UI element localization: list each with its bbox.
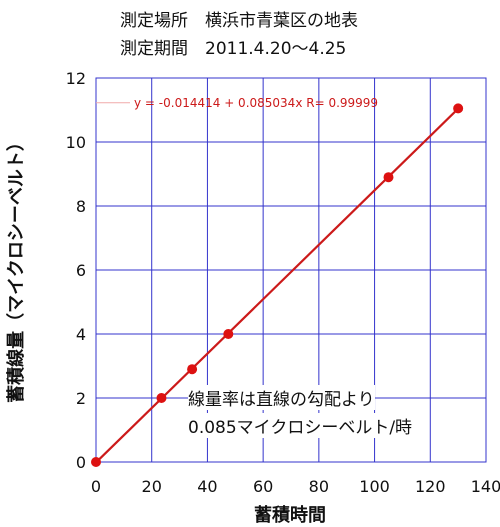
data-point [187, 364, 198, 375]
y-tick-label: 6 [76, 261, 86, 280]
data-point [91, 457, 101, 467]
y-axis-label: 蓄積線量（マイクロシーベルト） [5, 133, 27, 403]
x-tick-label: 140 [471, 477, 500, 496]
header-period: 測定期間 2011.4.20〜4.25 [120, 39, 347, 59]
data-point [453, 103, 464, 114]
y-tick-label: 2 [76, 389, 86, 408]
x-tick-label: 80 [309, 477, 329, 496]
annotation-line-2: 0.085マイクロシーベルト/時 [188, 413, 413, 438]
fit-line [95, 107, 459, 464]
x-tick-label: 20 [142, 477, 162, 496]
data-point [383, 172, 394, 183]
x-tick-label: 40 [197, 477, 217, 496]
x-tick-label: 120 [415, 477, 446, 496]
y-tick-label: 12 [66, 69, 86, 88]
header-location: 測定場所 横浜市青葉区の地表 [120, 11, 358, 31]
x-axis-label: 蓄積時間 [254, 504, 326, 526]
y-tick-label: 4 [76, 325, 86, 344]
data-points [91, 103, 464, 467]
y-tick-label: 8 [76, 197, 86, 216]
data-point [156, 393, 167, 403]
data-point [223, 329, 234, 339]
y-tick-label: 10 [66, 133, 86, 152]
x-tick-label: 60 [253, 477, 273, 496]
annotation-line-1: 線量率は直線の勾配より [188, 385, 375, 410]
x-tick-label: 100 [359, 477, 390, 496]
y-tick-label: 0 [76, 453, 86, 472]
x-tick-label: 0 [91, 477, 101, 496]
fit-line-group: y = -0.014414 + 0.085034x R= 0.99999 [95, 96, 459, 464]
tick-labels: 0 20 40 60 80 100 120 140 0 2 4 6 8 10 12 [66, 69, 500, 496]
fit-equation-label: y = -0.014414 + 0.085034x R= 0.99999 [134, 96, 378, 110]
